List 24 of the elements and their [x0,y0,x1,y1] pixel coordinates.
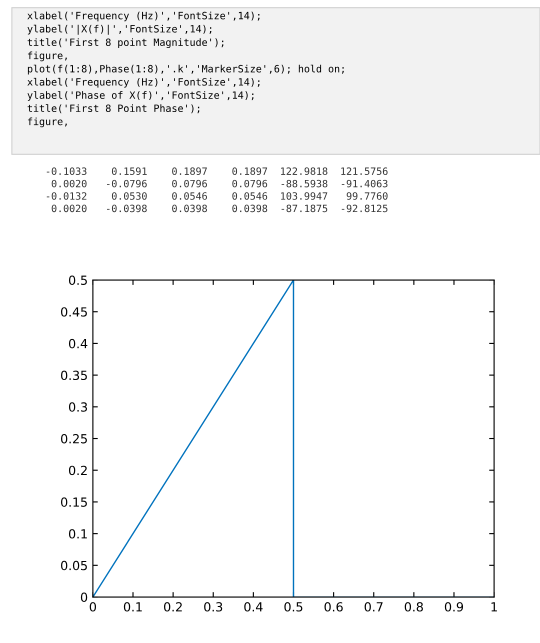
y-tick-label: 0.45 [61,307,87,317]
y-tick-label: 0.05 [61,560,87,570]
x-tick-label: 0.3 [204,602,222,612]
text: -0.1033 0.1591 0.1897 0.1897 122.9818 121.5756 0.0020 -0.0796 0.0796 0.0796 -88.5938 -91.4063 -0.0132 0.0530 0.0546 0.0546 103.9947 99.7760 0.0020 -0.0398 0.0398 0.0398 -87.1875 -92.8125 [46,167,388,212]
x-tick-label: 0.5 [284,602,302,612]
x-tick-label: 0.2 [164,602,182,612]
x-tick-label: 0.7 [364,602,383,612]
x-tick-label: 0.9 [444,602,464,612]
x-tick-label: 0 [90,602,96,612]
y-tick-label: 0.25 [61,434,87,444]
x-tick-label: 0.1 [124,602,142,612]
y-tick-label: 0.2 [68,466,87,476]
y-tick-label: 0.15 [61,497,87,507]
y-tick-label: 0.3 [68,402,88,412]
x-tick-label: 0.8 [404,602,423,612]
y-tick-label: 0.5 [68,276,87,285]
x-tick-label: 0.4 [244,602,263,612]
x-tick-label: 0.6 [324,602,343,612]
y-tick-label: 0.4 [68,338,88,348]
y-tick-label: 0.35 [61,370,87,380]
text: xlabel('Frequency (Hz)','FontSize',14); ylabel('|X(f)|','FontSize',14); title('First 8 point Magnitude'); figure, plot(f(1:8),Phase(1:8),'.k','MarkerSize',6); hold on; xlabel('Frequency (Hz)','FontSize',14); ylabel('Phase of X(f)','FontSize',14); title('First 8 Point Phase'); figure, [27,12,344,128]
x-tick-label: 1 [491,602,497,612]
y-tick-label: 0.1 [68,529,87,539]
y-tick-label: 0 [80,592,88,602]
